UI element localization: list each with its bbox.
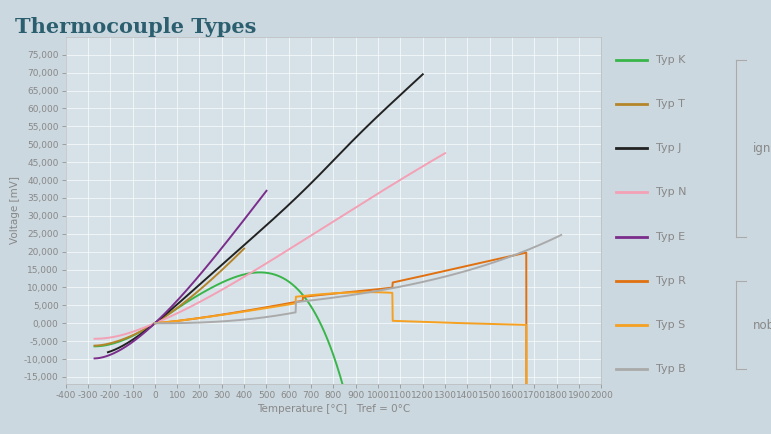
Text: Typ N: Typ N	[656, 187, 687, 197]
Y-axis label: Voltage [mV]: Voltage [mV]	[10, 177, 20, 244]
Text: Typ T: Typ T	[656, 99, 685, 109]
Text: Typ R: Typ R	[656, 276, 686, 286]
Text: ignoble: ignoble	[753, 141, 771, 155]
Text: Typ K: Typ K	[656, 55, 685, 65]
Text: Typ J: Typ J	[656, 143, 682, 153]
X-axis label: Temperature [°C]   Tref = 0°C: Temperature [°C] Tref = 0°C	[257, 404, 410, 414]
Text: Typ E: Typ E	[656, 232, 685, 242]
Text: Thermocouple Types: Thermocouple Types	[15, 17, 257, 37]
Text: Typ B: Typ B	[656, 364, 686, 374]
Text: noble: noble	[753, 319, 771, 332]
Text: Typ S: Typ S	[656, 320, 685, 330]
